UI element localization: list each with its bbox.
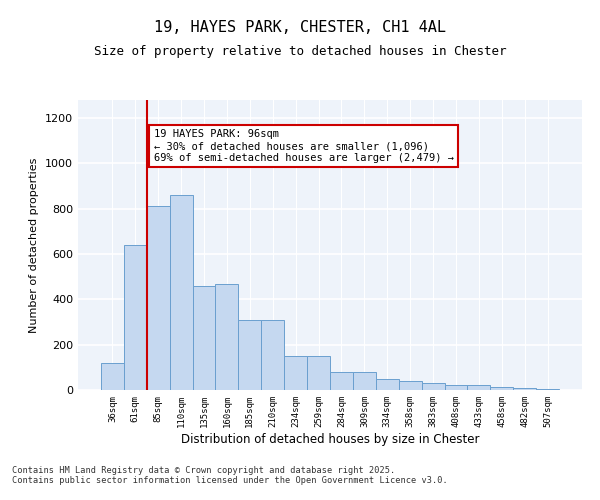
- Bar: [147, 206, 170, 390]
- Bar: [467, 386, 490, 390]
- Bar: [422, 383, 445, 390]
- Bar: [445, 386, 467, 390]
- X-axis label: Distribution of detached houses by size in Chester: Distribution of detached houses by size …: [181, 432, 479, 446]
- Bar: [490, 386, 513, 390]
- Bar: [261, 320, 284, 390]
- Bar: [284, 356, 307, 390]
- Bar: [376, 378, 399, 390]
- Bar: [238, 320, 261, 390]
- Bar: [101, 363, 124, 390]
- Text: 19 HAYES PARK: 96sqm
← 30% of detached houses are smaller (1,096)
69% of semi-de: 19 HAYES PARK: 96sqm ← 30% of detached h…: [154, 130, 454, 162]
- Bar: [353, 372, 376, 390]
- Bar: [399, 381, 422, 390]
- Bar: [513, 388, 536, 390]
- Bar: [330, 372, 353, 390]
- Bar: [215, 284, 238, 390]
- Text: Contains HM Land Registry data © Crown copyright and database right 2025.
Contai: Contains HM Land Registry data © Crown c…: [12, 466, 448, 485]
- Y-axis label: Number of detached properties: Number of detached properties: [29, 158, 40, 332]
- Bar: [124, 245, 147, 390]
- Bar: [193, 286, 215, 390]
- Text: Size of property relative to detached houses in Chester: Size of property relative to detached ho…: [94, 45, 506, 58]
- Bar: [170, 195, 193, 390]
- Bar: [536, 389, 559, 390]
- Bar: [307, 356, 330, 390]
- Text: 19, HAYES PARK, CHESTER, CH1 4AL: 19, HAYES PARK, CHESTER, CH1 4AL: [154, 20, 446, 35]
